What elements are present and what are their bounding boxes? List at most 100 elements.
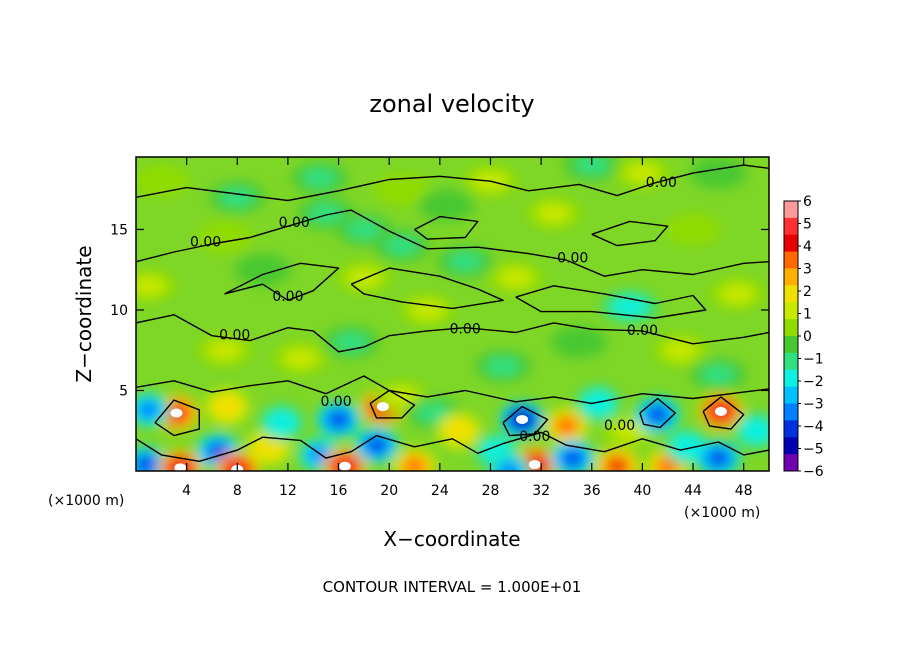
colorbar-tick-label: −5	[803, 442, 824, 458]
contour-line-6	[591, 220, 669, 247]
colorbar-tick-label: −4	[803, 419, 824, 435]
field-blob-6	[216, 397, 239, 416]
colorbar-tick-label: −2	[803, 374, 824, 390]
colorbar-tick-label: 5	[803, 217, 812, 233]
field-blob-52	[719, 283, 755, 304]
contour-label: 0.00	[627, 323, 658, 339]
contour-line-4	[350, 267, 504, 310]
field-blob-35	[207, 227, 243, 248]
colorbar-segment	[784, 420, 798, 438]
contour-label: 0.00	[450, 321, 481, 337]
velocity-field	[136, 157, 769, 471]
field-blob-41	[384, 179, 420, 200]
colorbar-tick-label: 6	[803, 194, 812, 210]
x-tick-label: 44	[684, 483, 702, 499]
plot-frame	[135, 156, 770, 472]
colorbar-segment	[784, 437, 798, 455]
colorbar-segment	[784, 386, 798, 404]
colorbar-tick-label: −1	[803, 352, 824, 368]
field-blob-7	[257, 437, 280, 456]
colorbar-segment	[784, 234, 798, 253]
contour-label: 0.00	[190, 234, 221, 250]
colorbar-segment	[784, 454, 798, 472]
field-blob-33	[136, 275, 167, 296]
y-axis-ticks: 5 10 15	[110, 222, 769, 399]
field-blob-17	[447, 421, 470, 440]
contour-line-12	[502, 405, 549, 437]
colorbar-segment	[784, 352, 798, 371]
field-blob-50	[675, 219, 711, 240]
contour-line-14	[639, 397, 676, 429]
contour-line-13	[702, 396, 745, 430]
field-blob-38	[346, 219, 382, 240]
colorbar-segment	[784, 302, 798, 320]
field-blob-10	[329, 412, 348, 427]
field-blob-54	[283, 348, 319, 369]
field-core-12	[376, 402, 389, 412]
contour-line-1	[136, 314, 769, 353]
colorbar: 6 5 4 3 2 1 0 −1 −2 −3 −4 −5 −6	[783, 194, 824, 480]
contour-lines	[136, 164, 769, 462]
colorbar-segment	[784, 217, 798, 236]
field-core-0	[170, 408, 183, 418]
field-core-19	[516, 414, 529, 424]
contour-line-10	[154, 399, 200, 437]
contour-label: 0.00	[219, 328, 250, 344]
contour-interval-label: CONTOUR INTERVAL = 1.000E+01	[323, 578, 582, 596]
field-blob-48	[624, 163, 660, 184]
field-blob-14	[404, 458, 425, 471]
field-blob-26	[612, 420, 648, 441]
contour-line-7	[414, 215, 479, 240]
colorbar-segment	[784, 403, 798, 421]
x-tick-label: 32	[532, 483, 550, 499]
field-blob-39	[384, 235, 420, 256]
field-blob-62	[700, 364, 736, 385]
x-tick-label: 28	[482, 483, 500, 499]
field-blob-36	[219, 187, 255, 208]
contour-line-11	[369, 389, 416, 419]
contour-label: 0.00	[272, 289, 303, 305]
colorbar-segment	[784, 268, 798, 286]
field-blob-1	[139, 401, 159, 418]
x-tick-label: 48	[735, 483, 753, 499]
contour-line-2	[136, 209, 769, 277]
x-axis-label: X−coordinate	[383, 527, 520, 551]
contour-label: 0.00	[519, 429, 550, 445]
y-tick-label: 10	[110, 303, 128, 319]
field-blob-21	[499, 463, 520, 471]
field-blob-27	[648, 407, 667, 422]
contour-line-0	[136, 375, 769, 405]
field-blob-40	[302, 167, 338, 188]
field-blob-53	[207, 340, 243, 361]
x-tick-label: 4	[182, 483, 191, 499]
contour-line-3	[136, 164, 769, 202]
x-tick-label: 24	[431, 483, 449, 499]
x-tick-label: 16	[330, 483, 348, 499]
colorbar-segment	[784, 319, 798, 337]
colorbar-segment	[784, 369, 798, 388]
colorbar-tick-label: 1	[803, 307, 812, 323]
colorbar-segment	[784, 285, 798, 303]
x-tick-label: 12	[279, 483, 297, 499]
colorbar-tick-label: −3	[803, 397, 824, 413]
field-blob-58	[662, 340, 698, 361]
field-blob-34	[143, 171, 179, 192]
y-tick-label: 5	[119, 383, 128, 399]
x-tick-label: 20	[380, 483, 398, 499]
x-axis-ticks: 4 8 12 16 20 24 28 32 36 40 44 48	[182, 157, 753, 499]
field-blob-22	[556, 418, 577, 434]
field-blob-28	[658, 458, 678, 471]
field-core-11	[338, 461, 351, 471]
x-tick-label: 8	[233, 483, 242, 499]
colorbar-tick-label: −6	[803, 464, 824, 480]
field-blob-60	[447, 251, 483, 272]
field-blob-32	[745, 421, 768, 440]
field-blob-15	[384, 386, 420, 407]
field-core-3	[174, 463, 187, 471]
x-left-unit-label: (×1000 m)	[48, 493, 124, 509]
field-blob-8	[270, 413, 293, 432]
x-right-unit-label: (×1000 m)	[684, 505, 760, 521]
contour-line-8	[515, 285, 707, 319]
